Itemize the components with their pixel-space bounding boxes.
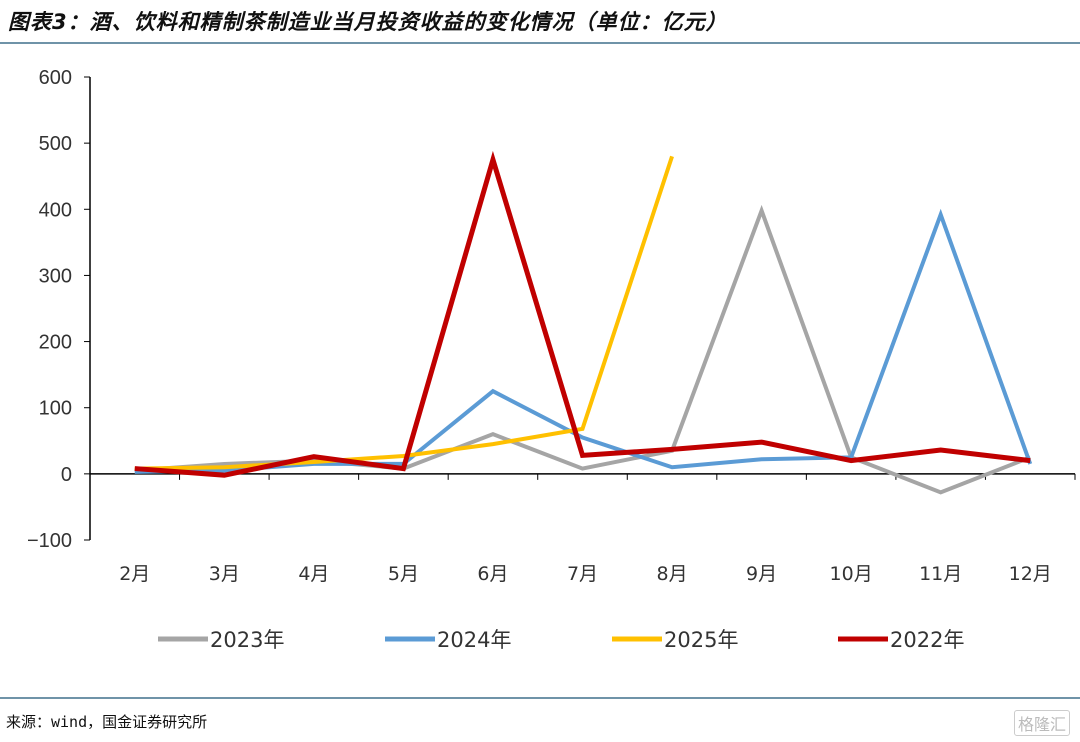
x-tick-label: 11月: [919, 563, 962, 585]
footer-divider: [0, 697, 1080, 699]
legend-label: 2025年: [664, 628, 738, 652]
chart-title: 图表3：酒、饮料和精制茶制造业当月投资收益的变化情况（单位：亿元）: [8, 10, 728, 34]
y-tick-label: −100: [27, 530, 72, 552]
title-divider: [0, 42, 1080, 44]
x-tick-label: 5月: [388, 563, 419, 585]
y-tick-label: 500: [39, 133, 72, 155]
x-tick-label: 12月: [1009, 563, 1052, 585]
y-tick-label: 600: [39, 67, 72, 89]
x-tick-label: 6月: [477, 563, 508, 585]
x-tick-label: 9月: [746, 563, 777, 585]
x-tick-label: 2月: [119, 563, 150, 585]
x-tick-label: 10月: [830, 563, 873, 585]
y-tick-label: 100: [39, 398, 72, 420]
legend-label: 2023年: [210, 628, 284, 652]
x-tick-label: 4月: [298, 563, 329, 585]
x-tick-label: 3月: [209, 563, 240, 585]
y-tick-label: 200: [39, 332, 72, 354]
y-tick-label: 400: [39, 199, 72, 221]
legend-label: 2022年: [890, 628, 964, 652]
series-line-2025年: [134, 155, 674, 471]
y-tick-label: 0: [61, 464, 72, 486]
watermark-logo: 格隆汇: [1013, 710, 1070, 736]
x-tick-label: 7月: [567, 563, 598, 585]
legend-label: 2024年: [437, 628, 511, 652]
y-tick-label: 300: [39, 265, 72, 287]
series-line-2024年: [134, 208, 1033, 474]
source-note: 来源：wind，国金证券研究所: [6, 713, 208, 731]
x-tick-label: 8月: [656, 563, 687, 585]
